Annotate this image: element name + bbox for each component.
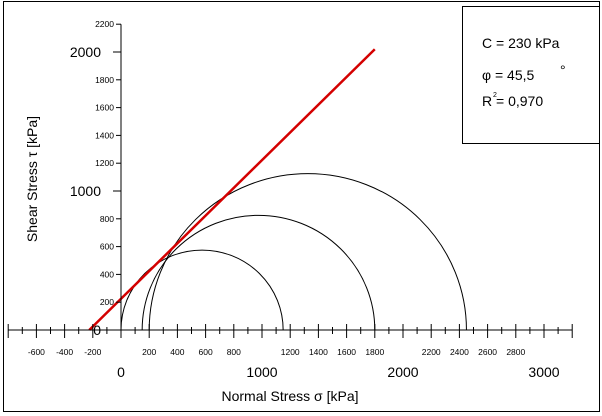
y-tick-label: 400: [100, 269, 114, 279]
x-major-tick-label: 1000: [246, 364, 277, 380]
x-tick-label: 1600: [337, 347, 356, 357]
legend-r2-superscript: 2: [493, 92, 497, 99]
x-tick-label: 2800: [506, 347, 525, 357]
y-tick-label: 800: [100, 214, 114, 224]
plot-frame: [3, 1, 600, 412]
y-major-tick-label: 2000: [70, 44, 101, 60]
legend-friction-angle: φ = 45,5: [482, 67, 534, 83]
y-tick-label: 1800: [95, 75, 114, 85]
x-tick-label: 1800: [365, 347, 384, 357]
x-tick-label: -400: [56, 347, 73, 357]
x-major-tick-label: 0: [117, 364, 125, 380]
x-tick-label: 200: [142, 347, 156, 357]
x-tick-label: 1400: [309, 347, 328, 357]
mohr-circles: [120, 173, 467, 331]
x-major-tick-label: 3000: [528, 364, 559, 380]
x-tick-label: 1200: [281, 347, 300, 357]
x-tick-label: 2200: [422, 347, 441, 357]
mohr-circle: [120, 249, 284, 331]
x-axis-title: Normal Stress σ [kPa]: [221, 388, 358, 404]
failure-envelope-line: [88, 48, 376, 331]
failure-envelope-layer: [88, 48, 376, 331]
y-major-tick-label: 0: [93, 322, 101, 338]
x-tick-label: 800: [227, 347, 241, 357]
mohr-circle: [148, 173, 467, 331]
x-tick-label: 400: [170, 347, 184, 357]
legend-box: C = 230 kPa φ = 45,5 ° R 2 = 0,970: [462, 6, 600, 144]
x-tick-label: 2600: [478, 347, 497, 357]
x-axis-ticks: -600 -400 -200 200 400 600 800 1200 1400 1600 1800…: [7, 324, 573, 380]
y-major-tick-label: 1000: [70, 183, 101, 199]
x-tick-label: -600: [28, 347, 45, 357]
y-tick-label: 1600: [95, 103, 114, 113]
legend-degree-symbol: °: [560, 62, 566, 78]
legend-r2-value: = 0,970: [496, 93, 543, 109]
legend-cohesion: C = 230 kPa: [482, 35, 560, 51]
legend-r2-prefix: R: [482, 93, 492, 109]
mohr-circle: [141, 214, 376, 331]
x-tick-label: -200: [84, 347, 101, 357]
legend-frame: [462, 6, 600, 144]
y-tick-label: 1400: [95, 130, 114, 140]
y-axis-ticks: 200 400 600 800 1200 1400 1600 1800 2200 0 1000 200…: [70, 19, 121, 338]
x-tick-label: 600: [199, 347, 213, 357]
x-tick-label: 2400: [450, 347, 469, 357]
y-tick-label: 600: [100, 242, 114, 252]
y-tick-label: 200: [100, 297, 114, 307]
x-major-tick-label: 2000: [387, 364, 418, 380]
y-tick-label: 2200: [95, 19, 114, 29]
y-axis-title: Shear Stress τ [kPa]: [24, 116, 40, 242]
y-tick-label: 1200: [95, 158, 114, 168]
